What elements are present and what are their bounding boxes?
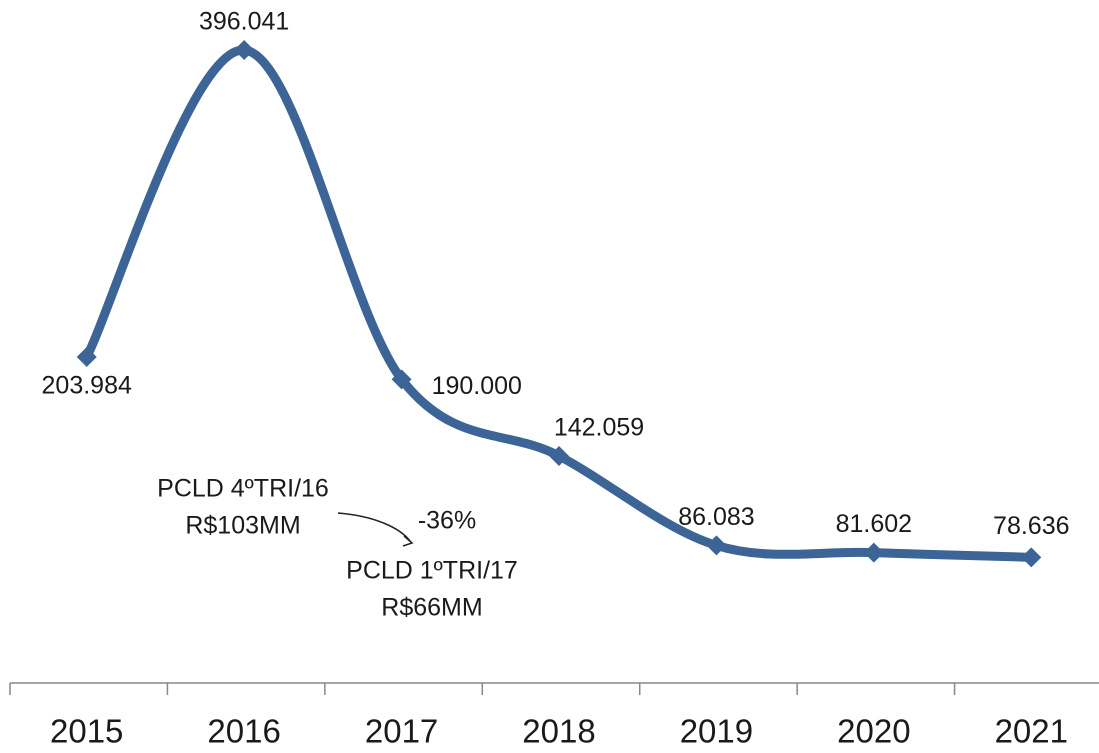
annotation: PCLD 1ºTRI/17: [346, 557, 518, 585]
data-label: 203.984: [42, 372, 132, 400]
annotation-arrow: [337, 512, 411, 542]
x-tick-label: 2019: [680, 713, 753, 750]
x-tick-label: 2016: [207, 713, 280, 750]
marker: [1021, 547, 1042, 568]
x-tick-label: 2021: [995, 713, 1068, 750]
x-tick-label: 2015: [50, 713, 123, 750]
arrow-head: [402, 535, 414, 547]
marker: [76, 346, 97, 367]
marker: [391, 369, 412, 390]
line: [82, 45, 1032, 562]
data-label: 81.602: [836, 510, 912, 538]
marker: [234, 40, 255, 60]
data-label: 396.041: [199, 8, 289, 36]
data-label: 78.636: [993, 512, 1069, 540]
marker: [863, 542, 884, 563]
data-label: 190.000: [432, 372, 522, 400]
marker: [706, 535, 727, 556]
marker: [549, 445, 569, 466]
annotation: R$66MM: [381, 594, 482, 622]
annotation: PCLD 4ºTRI/16: [157, 475, 329, 503]
x-tick-label: 2020: [837, 713, 910, 750]
data-label: 86.083: [678, 503, 754, 531]
annotation: -36%: [418, 507, 476, 535]
annotation: R$103MM: [185, 512, 300, 540]
data-label: 142.059: [554, 414, 644, 442]
x-tick-label: 2018: [522, 713, 595, 750]
x-tick-label: 2017: [365, 713, 438, 750]
